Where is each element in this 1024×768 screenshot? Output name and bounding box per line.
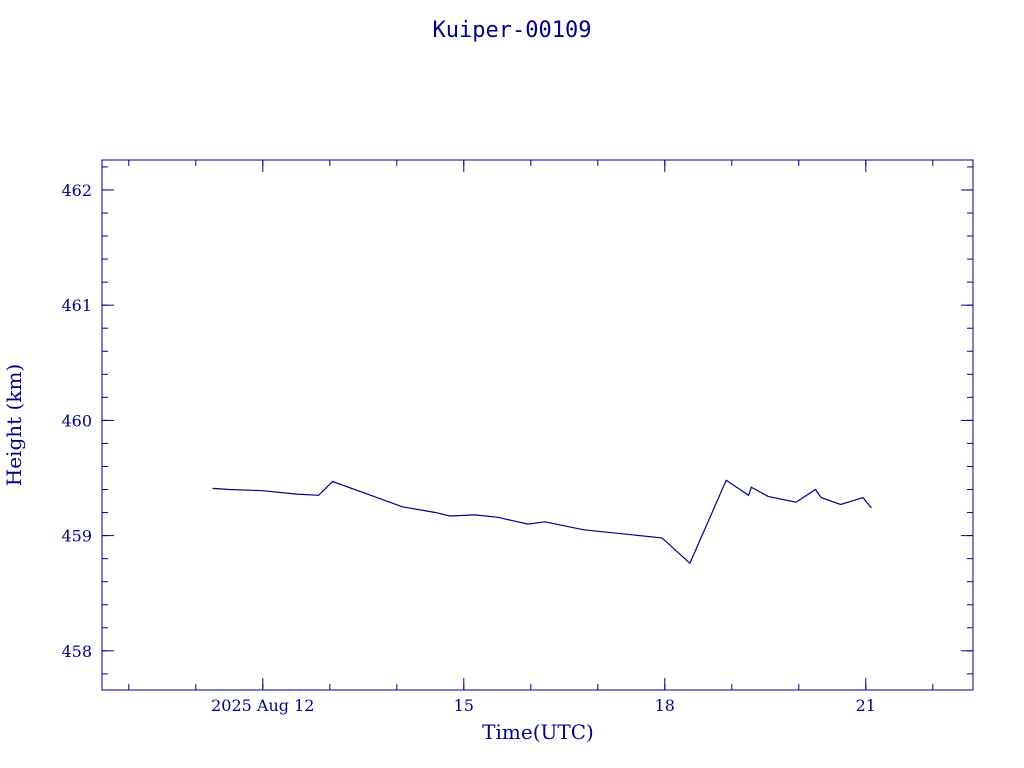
x-tick-label: 18 (655, 696, 675, 715)
y-tick-label: 461 (61, 296, 92, 315)
y-tick-label: 460 (61, 411, 92, 430)
height-series-line (212, 479, 872, 565)
plot-frame (101, 159, 974, 691)
y-tick-label: 462 (61, 181, 92, 200)
y-tick-label: 458 (61, 642, 92, 661)
chart-title: Kuiper-00109 (433, 18, 592, 43)
y-axis-label: Height (km) (2, 364, 26, 486)
x-axis-label: Time(UTC) (482, 720, 594, 744)
axis-ticks (102, 160, 973, 690)
axis-tick-labels: 2025 Aug 12 15 18 21 458 459 460 461 462 (61, 181, 876, 715)
x-tick-label: 2025 Aug 12 (211, 696, 314, 715)
x-tick-label: 21 (856, 696, 876, 715)
y-tick-label: 459 (61, 527, 92, 546)
x-tick-label: 15 (454, 696, 474, 715)
